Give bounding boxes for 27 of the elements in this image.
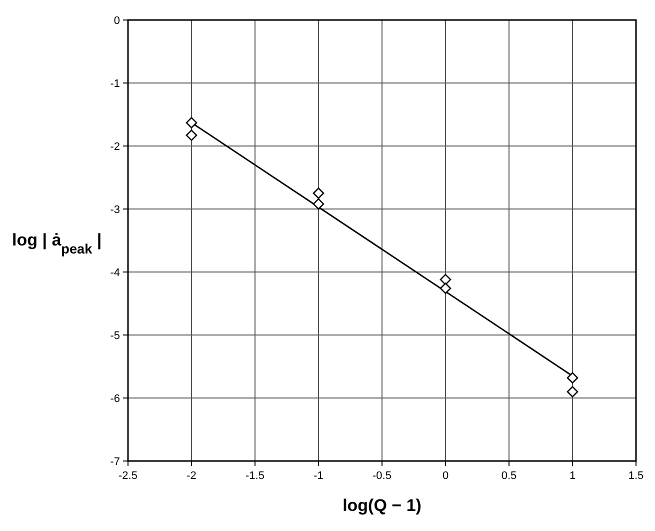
y-tick-label: -2: [110, 141, 120, 153]
x-axis-title: log(Q − 1): [342, 496, 422, 515]
y-tick-label: -1: [110, 78, 120, 90]
y-tick-label: -5: [110, 330, 120, 342]
point: [186, 117, 198, 128]
point: [566, 372, 578, 384]
y-tick-label: -4: [110, 267, 120, 279]
y-tick-label: 0: [114, 15, 120, 27]
y-tick-label: -3: [110, 204, 120, 216]
point: [186, 130, 198, 141]
x-tick-label: -1: [314, 470, 324, 482]
x-tick-label: -0.5: [372, 470, 392, 482]
y-tick-label: -7: [110, 456, 120, 468]
x-tick-label: -2: [186, 470, 196, 482]
point: [312, 188, 324, 199]
x-tick-label: 0.5: [501, 470, 517, 482]
x-tick-label: -1.5: [246, 470, 264, 482]
y-axis-title: log | ȧ$_{peak}$ |: [12, 230, 102, 256]
point: [312, 198, 324, 210]
x-tick-label: -2.5: [118, 470, 138, 482]
x-tick-label: 0: [442, 470, 449, 482]
y-tick-label: -6: [110, 393, 120, 405]
x-tick-label: 1: [569, 470, 576, 482]
point: [440, 274, 452, 286]
point: [566, 386, 578, 398]
x-tick-label: 1.5: [628, 470, 644, 482]
point: [440, 282, 452, 294]
